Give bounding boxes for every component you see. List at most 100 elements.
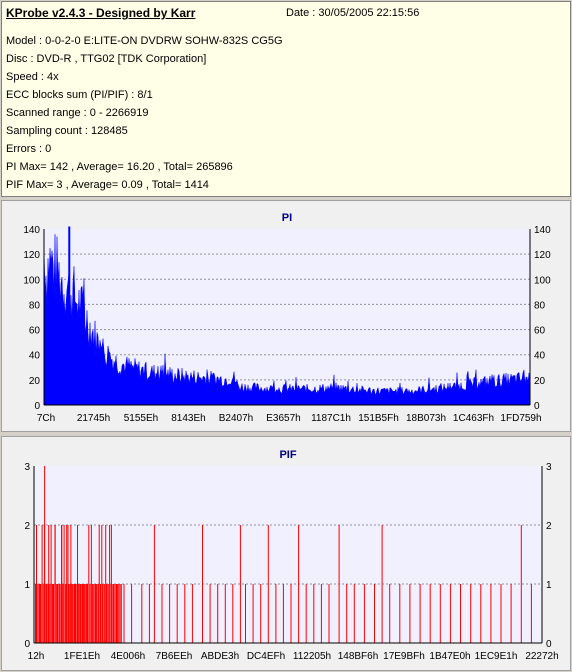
pif-bar bbox=[460, 584, 461, 643]
pif-bar bbox=[111, 584, 113, 643]
y-tick-label-left: 80 bbox=[29, 300, 41, 311]
app-title: KProbe v2.4.3 - Designed by Karr bbox=[6, 6, 196, 20]
x-tick-label: 1FD759h bbox=[500, 413, 541, 424]
pif-bar bbox=[298, 525, 300, 643]
pif-bar bbox=[191, 584, 193, 643]
x-tick-label: 12h bbox=[28, 651, 45, 662]
pif-bar bbox=[59, 584, 61, 643]
pif-bar bbox=[381, 525, 383, 643]
pif-bar bbox=[52, 584, 54, 643]
x-tick-label: 18B073h bbox=[406, 413, 446, 424]
pif-chart-panel: 0 0 1 1 2 2 3 3 PIF 12h 1FE1Eh 4E006h 7B6EEh ABDE3h DC… bbox=[1, 436, 571, 671]
pif-bar bbox=[61, 525, 63, 643]
y-tick-label-right: 60 bbox=[534, 326, 546, 337]
pif-bar bbox=[83, 584, 85, 643]
plot-area bbox=[34, 466, 542, 643]
pif-bar bbox=[239, 525, 241, 643]
scan-date: Date : 30/05/2005 22:15:56 bbox=[286, 7, 420, 19]
pif-bar bbox=[70, 525, 72, 643]
pif-bar bbox=[409, 584, 411, 643]
pif-bar bbox=[37, 584, 39, 643]
pif-bar bbox=[131, 584, 133, 643]
pif-bar bbox=[148, 584, 150, 643]
pif-bar bbox=[49, 584, 51, 643]
pif-bar bbox=[107, 584, 109, 643]
pif-bar bbox=[313, 584, 315, 643]
pif-bar bbox=[429, 584, 431, 643]
pif-bar bbox=[74, 584, 75, 643]
x-tick-label: 1C463Fh bbox=[453, 413, 494, 424]
x-tick-label: 148BF6h bbox=[338, 651, 379, 662]
pi-chart-panel: 0 0 20 20 40 40 60 60 80 80 100 100 120 120 140 140 PI 7C… bbox=[1, 200, 571, 432]
chart-title: PIF bbox=[279, 449, 296, 461]
pif-bar bbox=[41, 525, 43, 643]
y-tick-label-right: 2 bbox=[546, 521, 552, 532]
pif-bar bbox=[115, 584, 117, 643]
pif-bar bbox=[119, 584, 121, 643]
pif-bar bbox=[101, 584, 103, 643]
pif-bar bbox=[374, 584, 375, 643]
x-tick-label: 22272h bbox=[525, 651, 558, 662]
y-tick-label-left: 2 bbox=[24, 521, 30, 532]
pif-bar bbox=[305, 584, 307, 643]
y-tick-label-left: 120 bbox=[23, 250, 40, 261]
pif-bar bbox=[68, 584, 70, 643]
pif-bar bbox=[105, 584, 107, 643]
pif-bar bbox=[346, 584, 348, 643]
pif-bar bbox=[65, 584, 67, 643]
x-tick-label: 151B5Fh bbox=[358, 413, 399, 424]
pif-bar bbox=[103, 584, 105, 643]
pif-bar bbox=[62, 584, 64, 643]
pif-bar bbox=[120, 584, 122, 643]
pif-bar bbox=[45, 584, 47, 643]
y-tick-label-left: 1 bbox=[24, 580, 30, 591]
pif-bar bbox=[209, 584, 211, 643]
pif-bar bbox=[46, 584, 48, 643]
pif-bar bbox=[55, 584, 57, 643]
pi-series-area bbox=[43, 234, 531, 406]
x-tick-label: DC4EFh bbox=[247, 651, 285, 662]
pif-bar bbox=[520, 525, 522, 643]
x-tick-label: B2407h bbox=[219, 413, 253, 424]
info-ecc-sum: ECC blocks sum (PI/PIF) : 8/1 bbox=[6, 89, 153, 101]
pif-bar bbox=[113, 584, 114, 643]
y-tick-label-right: 80 bbox=[534, 300, 546, 311]
pif-bar bbox=[252, 584, 254, 643]
pif-bar bbox=[56, 584, 58, 643]
pif-bar bbox=[36, 525, 37, 643]
pif-bar bbox=[89, 584, 91, 643]
pif-bar bbox=[80, 584, 82, 643]
pif-bar bbox=[169, 584, 171, 643]
pif-bar bbox=[35, 584, 36, 643]
y-tick-label-left: 40 bbox=[29, 351, 41, 362]
pif-bar bbox=[184, 584, 186, 643]
x-tick-label: 4E006h bbox=[111, 651, 145, 662]
y-tick-label-left: 0 bbox=[24, 639, 30, 650]
pif-bar bbox=[64, 584, 66, 643]
pif-bar bbox=[114, 584, 116, 643]
pif-bar bbox=[84, 584, 86, 643]
y-tick-label-right: 140 bbox=[534, 225, 551, 236]
pif-bar bbox=[439, 584, 441, 643]
pif-bar bbox=[39, 584, 41, 643]
info-panel: KProbe v2.4.3 - Designed by Karr Date : … bbox=[1, 1, 571, 197]
pif-bar bbox=[116, 584, 118, 643]
pif-bar bbox=[72, 584, 74, 643]
pif-bar bbox=[141, 584, 143, 643]
pif-bar bbox=[44, 466, 46, 643]
info-speed: Speed : 4x bbox=[6, 71, 59, 83]
pif-bar bbox=[320, 584, 322, 643]
pif-bar bbox=[97, 584, 99, 643]
x-tick-label: 1B47E0h bbox=[429, 651, 470, 662]
pif-bar bbox=[85, 584, 87, 643]
info-pif-stats: PIF Max= 3 , Average= 0.09 , Total= 1414 bbox=[6, 179, 209, 191]
x-tick-label: 7B6EEh bbox=[156, 651, 193, 662]
pif-bar bbox=[90, 525, 92, 643]
info-errors: Errors : 0 bbox=[6, 143, 52, 155]
pif-bar bbox=[353, 584, 355, 643]
info-pi-stats: PI Max= 142 , Average= 16.20 , Total= 26… bbox=[6, 161, 233, 173]
pif-bar bbox=[86, 584, 88, 643]
pif-bar bbox=[282, 584, 284, 643]
pif-bar bbox=[490, 584, 492, 643]
pif-bar bbox=[123, 584, 125, 643]
